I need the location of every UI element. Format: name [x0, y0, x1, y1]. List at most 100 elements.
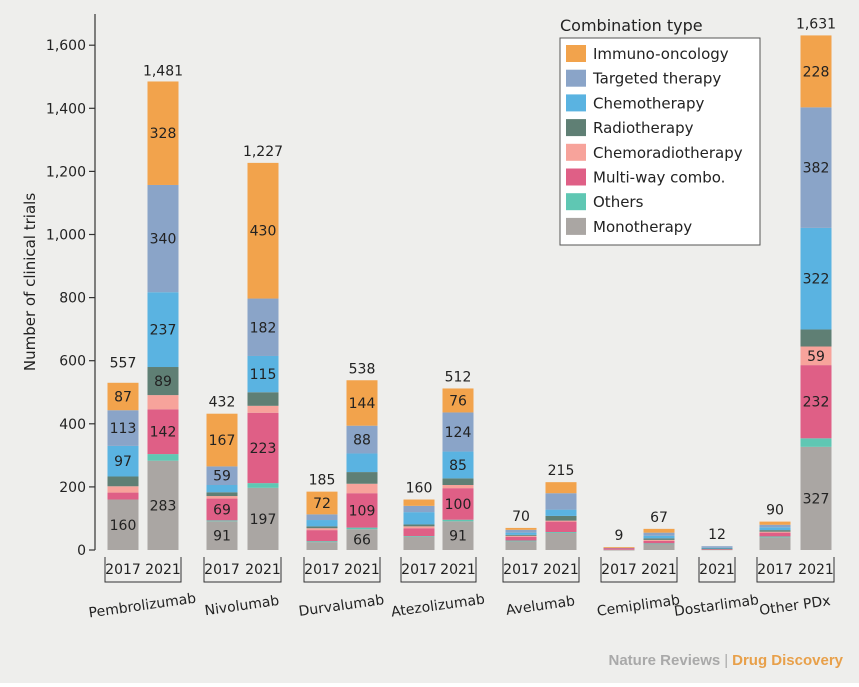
bar-segment: [643, 528, 675, 533]
segment-value-label: 66: [353, 533, 371, 549]
bar-total-label: 9: [615, 528, 624, 544]
segment-value-label: 340: [150, 232, 177, 248]
bar-segment: [403, 505, 435, 513]
y-tick-label: 1,400: [46, 101, 86, 117]
segment-value-label: 382: [803, 161, 830, 177]
bar-segment: [247, 412, 279, 484]
x-axis: 2017 2021 2017 2021 2017 2021 2017 2021 2017 2021…: [88, 557, 835, 622]
bar-segment: [759, 536, 791, 538]
segment-value-label: 72: [313, 496, 331, 512]
y-tick-label: 400: [59, 417, 86, 433]
bar-segment: [800, 446, 832, 550]
bar-segment: [603, 549, 635, 551]
publisher-name: Nature Reviews: [608, 652, 721, 669]
segment-value-label: 232: [803, 395, 830, 411]
bar-segment: [800, 365, 832, 439]
bar-segment: [206, 496, 238, 499]
segment-value-label: 237: [150, 323, 177, 339]
bar-segment: [247, 298, 279, 356]
x-year-label: 2021: [543, 562, 579, 578]
bar-segment: [643, 535, 675, 539]
bar-segment: [346, 472, 378, 484]
bar-segment: [206, 485, 238, 493]
bar-total-label: 70: [512, 509, 530, 525]
bar-segment: [800, 329, 832, 347]
bar-total-label: 12: [708, 527, 726, 543]
bar-segment: [759, 521, 791, 525]
legend-label: Monotherapy: [593, 218, 692, 236]
bar-segment: [505, 541, 537, 550]
bar-segment: [147, 395, 179, 410]
bar-segment: [701, 548, 733, 550]
legend-box: [559, 37, 761, 246]
bar-segment: [306, 520, 338, 527]
legend-swatch: [566, 143, 586, 161]
bar-segment: [759, 531, 791, 533]
y-tick-label: 1,600: [46, 38, 86, 54]
segment-value-label: 76: [449, 393, 467, 409]
bar-segment: [759, 530, 791, 532]
bar-total-label: 215: [548, 463, 575, 479]
bar-segment: [403, 499, 435, 506]
credit-separator: |: [724, 652, 729, 669]
bar-segment: [346, 380, 378, 426]
segment-value-label: 144: [349, 396, 376, 412]
segment-value-label: 228: [803, 64, 830, 80]
y-tick-label: 0: [77, 543, 86, 559]
bar-segment: [701, 546, 733, 548]
bar-segment: [147, 81, 179, 185]
segment-value-label: 142: [150, 425, 177, 441]
bar-segment: [403, 536, 435, 550]
bar-total-label: 1,631: [796, 16, 836, 32]
bar-segment: [603, 547, 635, 548]
x-year-label: 2021: [145, 562, 181, 578]
legend-label: Immuno-oncology: [593, 45, 729, 63]
x-year-label: 2017: [757, 562, 793, 578]
bar-segment: [107, 382, 139, 411]
bar-segment: [800, 438, 832, 447]
bar-segment: [403, 524, 435, 527]
segment-value-label: 88: [353, 433, 371, 449]
bar-total-label: 67: [650, 510, 668, 526]
legend-label: Others: [593, 193, 644, 211]
bar-segment: [107, 499, 139, 550]
x-group-label: Pembrolizumab: [88, 591, 197, 622]
bar-segment: [643, 539, 675, 541]
bar-segment: [442, 478, 474, 486]
bar-segment: [147, 292, 179, 368]
legend-label: Chemoradiotherapy: [593, 144, 743, 162]
x-year-label: 2017: [401, 562, 437, 578]
bar-segment: [403, 512, 435, 525]
segment-value-label: 115: [250, 367, 277, 383]
x-year-label: 2021: [798, 562, 834, 578]
legend-swatch: [566, 69, 586, 87]
segment-value-label: 182: [250, 320, 277, 336]
bar-segment: [759, 527, 791, 531]
segment-value-label: 97: [114, 454, 132, 470]
bar-segment: [403, 536, 435, 537]
segment-value-label: 59: [807, 349, 825, 365]
bar-segment: [759, 524, 791, 528]
axes: 0 200 400 600 800 1,000 1,200 1,400 1,600 Number …: [21, 14, 96, 559]
bar-total-label: 512: [445, 369, 472, 385]
x-year-label: 2021: [440, 562, 476, 578]
bars: 160 97 113 87 557 283 142 89 237 340 328 1,481 91 69 5…: [107, 16, 836, 551]
segment-value-label: 85: [449, 458, 467, 474]
bar-segment: [147, 367, 179, 396]
bar-segment: [306, 542, 338, 550]
group-bracket: [303, 557, 381, 583]
x-year-label: 2017: [503, 562, 539, 578]
bar-segment: [545, 509, 577, 516]
x-year-label: 2017: [204, 562, 240, 578]
legend-title: Combination type: [560, 16, 703, 35]
y-tick-label: 600: [59, 354, 86, 370]
segment-value-label: 167: [209, 433, 236, 449]
bar-segment: [643, 543, 675, 550]
bar-segment: [306, 514, 338, 521]
x-group-label: Avelumab: [505, 593, 576, 619]
bar-total-label: 1,481: [143, 64, 183, 80]
bar-segment: [346, 527, 378, 530]
bar-segment: [206, 413, 238, 467]
x-year-label: 2021: [344, 562, 380, 578]
segment-value-label: 113: [110, 421, 137, 437]
